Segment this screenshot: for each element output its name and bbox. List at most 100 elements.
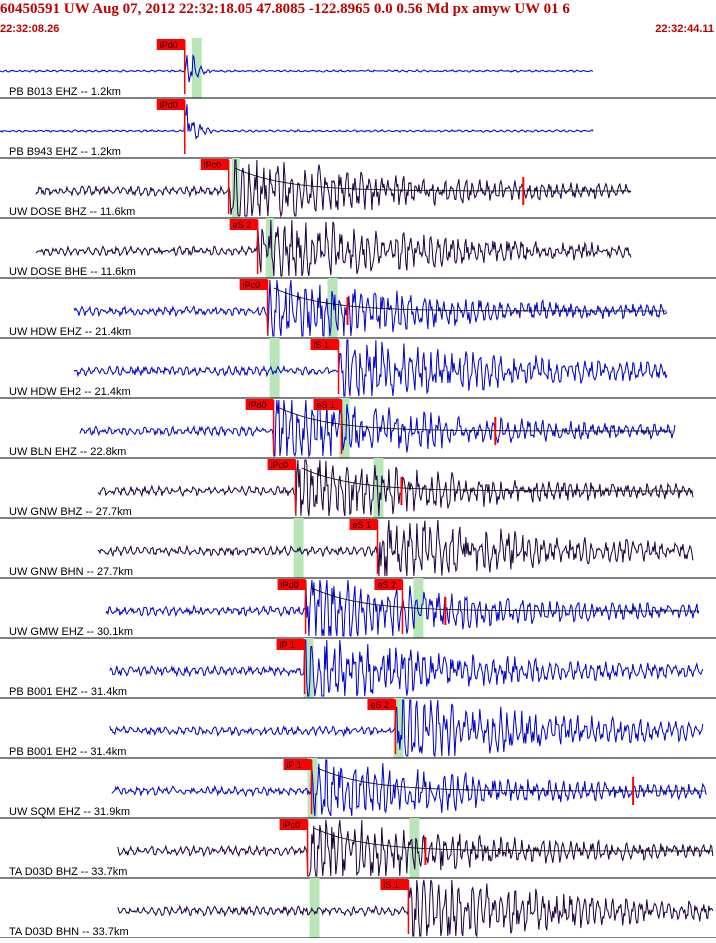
trace-label: PB B013 EHZ -- 1.2km: [9, 86, 121, 98]
p-pick-flag: [279, 819, 308, 830]
trace-row: eS 2 PB B001 EH2 -- 31.4km: [0, 698, 716, 759]
time-window: [393, 698, 404, 758]
trace-label: UW DOSE BHE -- 11.6km: [9, 266, 136, 278]
time-window: [373, 458, 384, 518]
coda-curve: [311, 587, 699, 612]
p-pick-label: iP 1: [287, 760, 302, 770]
trace-label: UW GMW EHZ -- 30.1km: [9, 626, 133, 638]
s-pick-flag: [310, 339, 339, 350]
waveform: [117, 819, 714, 877]
p-pick-flag: [283, 759, 312, 770]
time-window: [327, 278, 338, 338]
p-pick-flag: [239, 279, 268, 290]
p-pick-label: iPd0: [281, 580, 299, 590]
s-pick-flag: [374, 579, 403, 590]
p-pick-label: iPc0: [271, 460, 289, 470]
waveform: [73, 339, 668, 397]
trace-row: eS 1 UW GNW BHN -- 27.7km: [0, 518, 716, 579]
waveform: [35, 219, 632, 277]
trace-label: TA D03D BHN -- 33.7km: [9, 926, 129, 938]
s-pick-label: eS 1: [317, 400, 336, 410]
coda-curve: [301, 467, 692, 492]
p-pick-flag: [277, 579, 306, 590]
s-pick-flag: [313, 399, 342, 410]
s-pick-label: eS 2: [370, 700, 389, 710]
p-pick-label: iP 1: [280, 640, 295, 650]
waveform: [109, 699, 704, 758]
seismogram-chart: iPd0 PB B013 EHZ -- 1.2km iPd0 PB B943 EHZ …: [0, 38, 716, 939]
seismogram-panel: iPd0 PB B013 EHZ -- 1.2km iPd0 PB B943 EHZ …: [0, 38, 716, 939]
trace-row: iP 1 PB B001 EHZ -- 31.4km: [0, 638, 716, 699]
p-pick-label: iPc0: [283, 820, 301, 830]
trace-label: UW GNW BHZ -- 27.7km: [9, 506, 132, 518]
time-window: [231, 158, 240, 218]
waveform: [117, 879, 714, 938]
s-pick-flag: [349, 519, 378, 530]
trace-row: iS 1 UW HDW EH2 -- 21.4km: [0, 338, 716, 399]
trace-row: iPc0 TA D03D BHZ -- 33.7km: [0, 818, 716, 879]
p-pick-flag: [156, 99, 185, 110]
p-pick-flag: [267, 459, 296, 470]
coda-curve: [313, 827, 713, 852]
p-pick-flag: [200, 159, 229, 170]
p-pick-flag: [156, 39, 185, 50]
trace-row: iPc0 UW HDW EHZ -- 21.4km: [0, 278, 716, 339]
trace-label: UW SQM EHZ -- 31.9km: [9, 806, 130, 818]
time-window: [191, 38, 202, 98]
s-pick-label: iS 1: [383, 880, 399, 890]
s-pick-flag: [367, 699, 396, 710]
s-pick-label: eS 2: [233, 220, 252, 230]
trace-row: iPd0 eS 2 UW GMW EHZ -- 30.1km: [0, 578, 716, 639]
trace-label: UW DOSE BHZ -- 11.6km: [9, 206, 135, 218]
coda-curve: [234, 167, 631, 192]
p-pick-label: iPd0: [249, 400, 267, 410]
time-window: [307, 758, 318, 818]
waveform: [79, 399, 676, 458]
coda-curve: [273, 287, 667, 312]
p-pick-flag: [276, 639, 305, 650]
waveform: [73, 279, 668, 337]
s-pick-label: iS 1: [314, 340, 330, 350]
trace-row: iPc0 UW GNW BHZ -- 27.7km: [0, 458, 716, 519]
start-time: 22:32:08.26: [0, 23, 60, 35]
trace-label: PB B943 EHZ -- 1.2km: [9, 146, 121, 158]
coda-curve: [317, 767, 705, 792]
waveform: [0, 104, 594, 140]
event-title: 60450591 UW Aug 07, 2012 22:32:18.05 47.…: [0, 1, 570, 17]
waveform: [97, 459, 694, 517]
trace-label: PB B001 EHZ -- 31.4km: [9, 686, 127, 698]
trace-label: UW HDW EHZ -- 21.4km: [9, 326, 131, 338]
trace-label: UW GNW BHN -- 27.7km: [9, 566, 133, 578]
trace-label: PB B001 EH2 -- 31.4km: [9, 746, 126, 758]
coda-curve: [279, 407, 673, 432]
time-window: [293, 518, 304, 578]
time-window: [339, 398, 350, 458]
p-pick-label: iPc0: [204, 160, 222, 170]
trace-label: TA D03D BHZ -- 33.7km: [9, 866, 127, 878]
trace-label: UW HDW EH2 -- 21.4km: [9, 386, 131, 398]
p-pick-label: iPd0: [160, 40, 178, 50]
waveform: [111, 759, 707, 817]
waveform: [0, 54, 594, 83]
s-pick-label: eS 1: [352, 520, 371, 530]
p-pick-label: iPd0: [160, 100, 178, 110]
trace-row: iPc0 UW DOSE BHZ -- 11.6km: [0, 158, 716, 219]
time-window: [269, 338, 280, 398]
trace-row: iPd0 PB B943 EHZ -- 1.2km: [0, 99, 716, 159]
end-time: 22:32:44.11: [655, 23, 714, 35]
header: 60450591 UW Aug 07, 2012 22:32:18.05 47.…: [0, 0, 716, 38]
trace-row: eS 2 UW DOSE BHE -- 11.6km: [0, 218, 716, 279]
time-window: [309, 878, 320, 938]
waveform: [109, 639, 704, 697]
p-pick-label: iPc0: [243, 280, 261, 290]
trace-row: iP 1 UW SQM EHZ -- 31.9km: [0, 758, 716, 819]
waveform: [97, 519, 694, 577]
trace-row: iS 1 TA D03D BHN -- 33.7km: [0, 878, 716, 939]
s-pick-flag: [380, 879, 409, 890]
time-window: [303, 638, 314, 698]
trace-label: UW BLN EHZ -- 22.8km: [9, 446, 126, 458]
p-pick-flag: [245, 399, 274, 410]
waveform: [35, 159, 632, 218]
trace-row: iPd0 eS 1 UW BLN EHZ -- 22.8km: [0, 398, 716, 459]
s-pick-flag: [229, 219, 258, 230]
